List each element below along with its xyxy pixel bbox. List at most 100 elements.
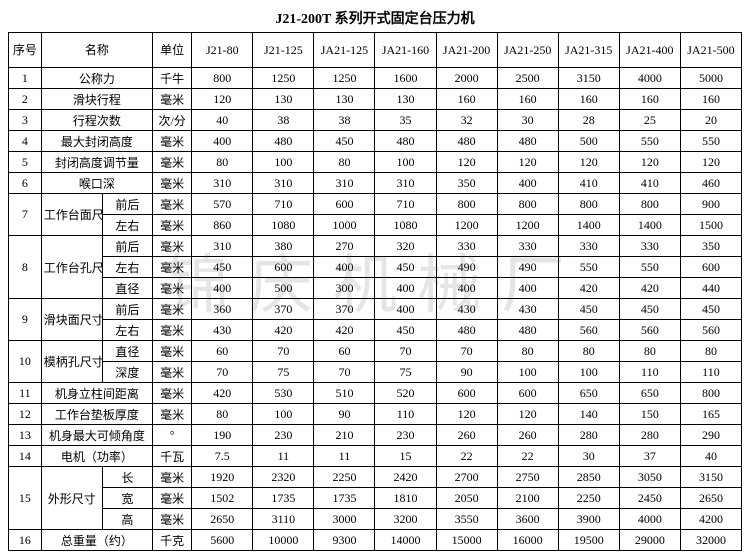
- cell: 35: [375, 110, 436, 131]
- cell: 15: [375, 446, 436, 467]
- cell: 165: [680, 404, 741, 425]
- cell: 330: [619, 236, 680, 257]
- col-header: 名称: [41, 33, 152, 68]
- cell: 80: [558, 341, 619, 362]
- cell: 毫米: [152, 299, 191, 320]
- table-row: 深度毫米7075707590100100110110: [9, 362, 742, 383]
- cell: 210: [314, 425, 375, 446]
- cell: 3200: [375, 509, 436, 530]
- table-row: 10模柄孔尺寸直径毫米607060707080808080: [9, 341, 742, 362]
- cell: 450: [314, 131, 375, 152]
- cell: 1502: [192, 488, 253, 509]
- cell: 1000: [314, 215, 375, 236]
- cell: 330: [558, 236, 619, 257]
- cell: 毫米: [152, 383, 191, 404]
- col-header: 单位: [152, 33, 191, 68]
- cell: 230: [375, 425, 436, 446]
- cell: 310: [192, 173, 253, 194]
- cell: 330: [436, 236, 497, 257]
- cell: 1200: [436, 215, 497, 236]
- col-header: JA21-500: [680, 33, 741, 68]
- cell: 1080: [375, 215, 436, 236]
- cell: 8: [9, 236, 42, 299]
- cell: 570: [192, 194, 253, 215]
- cell: 10: [9, 341, 42, 383]
- cell: 550: [558, 257, 619, 278]
- cell: 4000: [619, 509, 680, 530]
- cell: 160: [497, 89, 558, 110]
- cell: 14: [9, 446, 42, 467]
- cell: 9: [9, 299, 42, 341]
- cell: 38: [314, 110, 375, 131]
- cell: 11: [314, 446, 375, 467]
- cell: 总重量（约）: [41, 530, 152, 551]
- table-row: 左右毫米450600400450490490550550600: [9, 257, 742, 278]
- cell: 600: [436, 383, 497, 404]
- cell: 430: [497, 299, 558, 320]
- cell: 毫米: [152, 320, 191, 341]
- cell: 400: [375, 278, 436, 299]
- cell: 模柄孔尺寸: [41, 341, 102, 383]
- cell: 280: [619, 425, 680, 446]
- cell: 160: [436, 89, 497, 110]
- cell: 450: [558, 299, 619, 320]
- col-header: JA21-250: [497, 33, 558, 68]
- cell: 3550: [436, 509, 497, 530]
- cell: 380: [253, 236, 314, 257]
- cell: 15: [9, 467, 42, 530]
- table-row: 13机身最大可倾角度°190230210230260260280280290: [9, 425, 742, 446]
- cell: 3600: [497, 509, 558, 530]
- cell: 800: [192, 68, 253, 89]
- cell: 310: [314, 173, 375, 194]
- cell: 70: [375, 341, 436, 362]
- table-row: 7工作台面尺寸前后毫米570710600710800800800800900: [9, 194, 742, 215]
- cell: 800: [619, 194, 680, 215]
- table-row: 高毫米265031103000320035503600390040004200: [9, 509, 742, 530]
- cell: 100: [253, 404, 314, 425]
- cell: 500: [253, 278, 314, 299]
- cell: 310: [192, 236, 253, 257]
- cell: 30: [497, 110, 558, 131]
- cell: 420: [253, 320, 314, 341]
- cell: 310: [253, 173, 314, 194]
- cell: 900: [680, 194, 741, 215]
- table-row: 宽毫米150217351735181020502100225024502650: [9, 488, 742, 509]
- cell: 3000: [314, 509, 375, 530]
- cell: 2450: [619, 488, 680, 509]
- cell: 30: [558, 446, 619, 467]
- cell: 70: [192, 362, 253, 383]
- cell: 14000: [375, 530, 436, 551]
- cell: 550: [619, 257, 680, 278]
- cell: 前后: [102, 236, 152, 257]
- cell: 400: [192, 131, 253, 152]
- cell: 350: [680, 236, 741, 257]
- cell: 13: [9, 425, 42, 446]
- cell: 800: [558, 194, 619, 215]
- cell: 350: [436, 173, 497, 194]
- cell: 560: [680, 320, 741, 341]
- cell: 2250: [314, 467, 375, 488]
- cell: 9300: [314, 530, 375, 551]
- cell: 370: [253, 299, 314, 320]
- table-row: 5封闭高度调节量毫米8010080100120120120120120: [9, 152, 742, 173]
- cell: 1080: [253, 215, 314, 236]
- cell: 2050: [436, 488, 497, 509]
- cell: 160: [558, 89, 619, 110]
- cell: 550: [619, 131, 680, 152]
- cell: 500: [558, 131, 619, 152]
- col-header: J21-125: [253, 33, 314, 68]
- cell: 270: [314, 236, 375, 257]
- cell: 毫米: [152, 236, 191, 257]
- cell: 19500: [558, 530, 619, 551]
- col-header: JA21-315: [558, 33, 619, 68]
- cell: 毫米: [152, 152, 191, 173]
- cell: 外形尺寸: [41, 467, 102, 530]
- table-row: 6喉口深毫米310310310310350400410410460: [9, 173, 742, 194]
- col-header: JA21-200: [436, 33, 497, 68]
- cell: 16: [9, 530, 42, 551]
- cell: 480: [375, 131, 436, 152]
- cell: 120: [680, 152, 741, 173]
- cell: 320: [375, 236, 436, 257]
- table-row: 12工作台垫板厚度毫米8010090110120120140150165: [9, 404, 742, 425]
- cell: 4000: [619, 68, 680, 89]
